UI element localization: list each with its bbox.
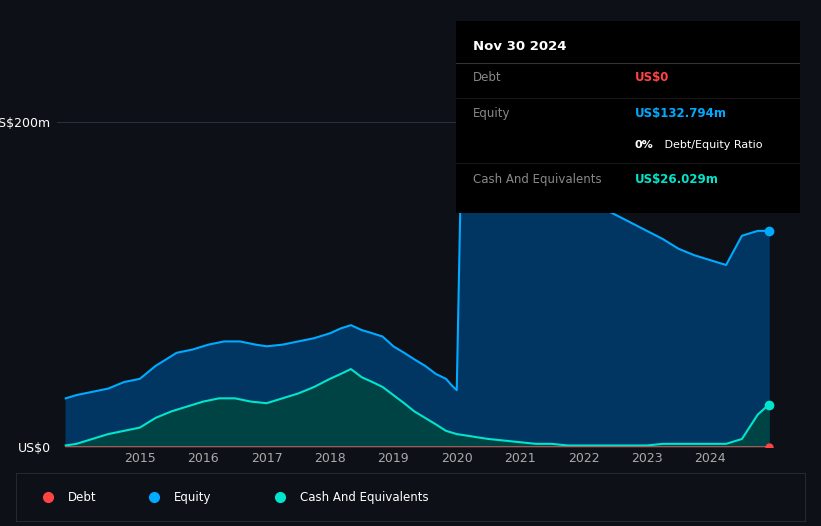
Text: 0%: 0% — [635, 140, 654, 150]
Text: US$132.794m: US$132.794m — [635, 107, 727, 120]
Text: US$26.029m: US$26.029m — [635, 173, 719, 186]
Text: Debt: Debt — [473, 71, 502, 84]
Text: Cash And Equivalents: Cash And Equivalents — [300, 491, 429, 503]
Text: Equity: Equity — [174, 491, 212, 503]
Text: Debt/Equity Ratio: Debt/Equity Ratio — [661, 140, 763, 150]
Text: Debt: Debt — [67, 491, 96, 503]
Text: Equity: Equity — [473, 107, 511, 120]
Text: Nov 30 2024: Nov 30 2024 — [473, 41, 566, 53]
Text: US$0: US$0 — [635, 71, 669, 84]
Text: Cash And Equivalents: Cash And Equivalents — [473, 173, 602, 186]
